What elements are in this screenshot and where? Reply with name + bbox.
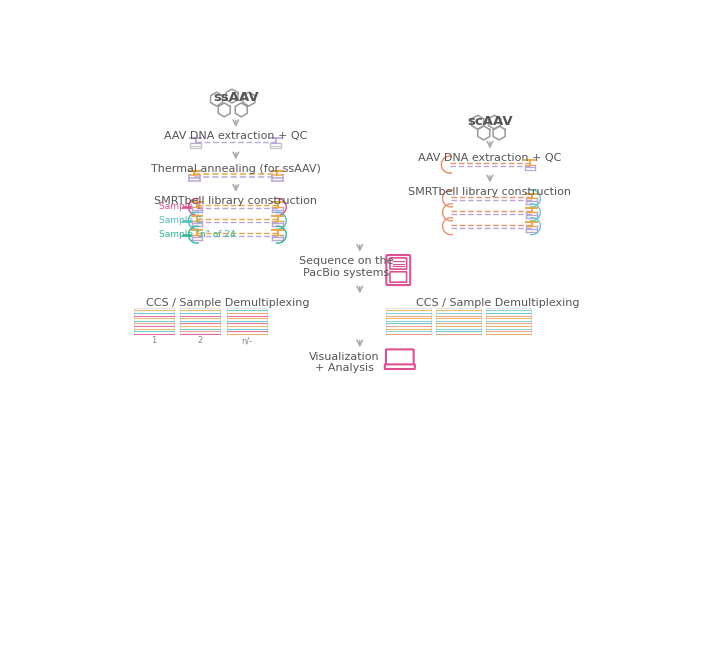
FancyBboxPatch shape (390, 258, 406, 269)
FancyBboxPatch shape (386, 255, 410, 285)
Text: CCS / Sample Demultiplexing: CCS / Sample Demultiplexing (146, 298, 310, 308)
FancyBboxPatch shape (385, 364, 415, 369)
Text: Sample 1: Sample 1 (159, 202, 201, 212)
Text: scAAV: scAAV (467, 114, 512, 128)
Bar (227, 308, 267, 334)
FancyBboxPatch shape (390, 271, 406, 282)
Bar (486, 308, 531, 334)
Text: 2: 2 (198, 336, 203, 345)
FancyBboxPatch shape (386, 349, 413, 366)
Text: 1: 1 (152, 336, 157, 345)
Text: Thermal annealing (for ssAAV): Thermal annealing (for ssAAV) (151, 164, 321, 174)
Text: SMRTbell library construction: SMRTbell library construction (154, 196, 317, 206)
Text: CCS / Sample Demultiplexing: CCS / Sample Demultiplexing (416, 298, 579, 308)
Text: Sample 2: Sample 2 (159, 216, 201, 225)
Bar (436, 308, 481, 334)
Text: Sample "n" of 24: Sample "n" of 24 (159, 230, 235, 239)
Text: AAV DNA extraction + QC: AAV DNA extraction + QC (164, 132, 307, 142)
Text: ssAAV: ssAAV (213, 91, 258, 104)
Text: n/-: n/- (241, 336, 252, 345)
Bar (386, 308, 430, 334)
Text: AAV DNA extraction + QC: AAV DNA extraction + QC (418, 153, 562, 163)
Text: SMRTbell library construction: SMRTbell library construction (409, 187, 571, 197)
Text: Sequence on the
PacBio systems: Sequence on the PacBio systems (298, 256, 393, 278)
Bar (180, 308, 220, 334)
Bar (134, 308, 174, 334)
Text: Visualization
+ Analysis: Visualization + Analysis (309, 351, 380, 373)
